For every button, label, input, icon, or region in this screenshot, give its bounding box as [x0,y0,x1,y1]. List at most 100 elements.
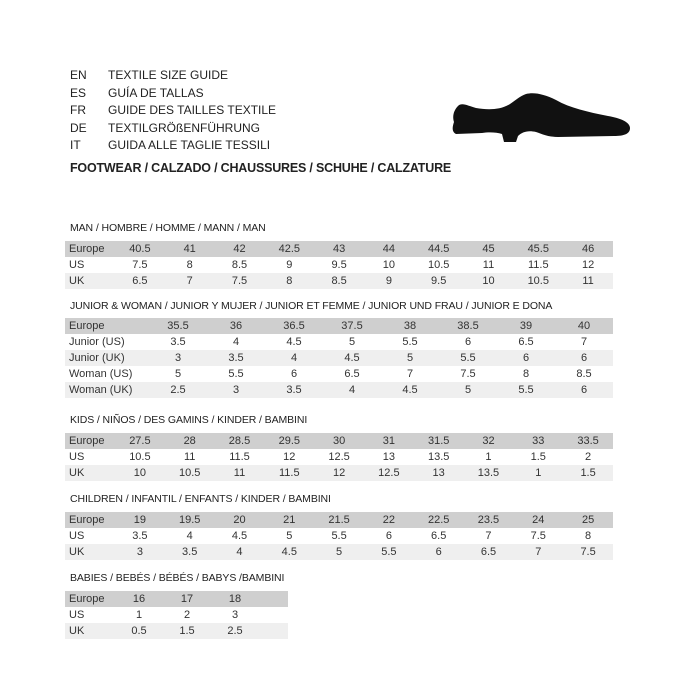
size-cell: 27.5 [115,433,165,449]
lang-code: IT [70,138,81,152]
size-cell: 1.5 [530,451,546,463]
row-label: Europe [65,241,115,257]
size-cell: 5 [314,544,364,560]
size-cell: 32 [463,433,514,449]
size-cell: 21.5 [314,512,364,528]
size-cell: 41 [164,241,215,257]
row-label: Europe [65,512,115,528]
size-cell: 4.5 [231,530,248,542]
table-row: UK 0.5 1.5 2.5 [65,623,288,639]
size-cell: 40.5 [115,241,165,257]
size-cell: 1 [135,609,143,621]
row-label: Woman (UK) [65,382,149,398]
title-row-it: IT GUIDA ALLE TAGLIE TESSILI [70,137,276,155]
size-cell: 5.5 [363,544,414,560]
size-cell: 5 [286,530,293,542]
table-row: Woman (UK) 2.5 3 3.5 4 4.5 5 5.5 6 [65,382,613,398]
size-cell: 1.5 [163,623,211,639]
table-row: Woman (US) 5 5.5 6 6.5 7 7.5 8 8.5 [65,366,613,382]
row-label: US [69,259,85,271]
size-cell: 23.5 [463,512,514,528]
size-cell: 8 [264,273,315,289]
lang-code: FR [70,103,86,117]
size-cell: 10.5 [427,259,450,271]
size-cell: 12 [314,465,364,481]
size-cell: 44.5 [413,241,464,257]
size-cell: 10 [382,259,395,271]
size-cell: 13 [413,465,464,481]
size-cell: 3.5 [132,530,148,542]
row-label: Junior (UK) [65,350,149,366]
size-cell: 4.5 [381,382,439,398]
size-cell: 9 [286,259,293,271]
size-cell: 7 [164,273,215,289]
size-cell: 11.5 [229,451,250,463]
size-cell: 37.5 [323,318,381,334]
lang-code: ES [70,85,87,100]
table-row: US 10.5 11 11.5 12 12.5 13 13.5 1 1.5 2 [65,449,613,465]
row-label: US [69,451,85,463]
size-cell: 45 [463,241,514,257]
size-cell: 11 [183,451,196,463]
size-cell: 3 [207,382,265,398]
row-label: UK [65,273,115,289]
size-cell: 6.5 [518,336,534,348]
table-row: US 7.5 8 8.5 9 9.5 10 10.5 11 11.5 12 [65,257,613,273]
size-cell: 7 [406,368,414,380]
size-cell: 3.5 [265,382,323,398]
row-label: UK [65,465,115,481]
size-table: Europe 16 17 18 US 1 2 3 UK 0.5 1.5 2.5 [65,591,288,639]
size-cell: 5.5 [439,350,497,366]
size-table: Europe 27.5 28 28.5 29.5 30 31 31.5 32 33 33.5 US 10… [65,433,613,481]
size-cell: 19.5 [164,512,215,528]
row-label: Europe [65,433,115,449]
size-cell: 38.5 [439,318,497,334]
size-cell: 4.5 [323,350,381,366]
empty-cell [259,623,288,639]
size-cell: 4 [265,350,323,366]
size-cell: 11.5 [264,465,315,481]
row-label: US [69,609,85,621]
size-cell: 2.5 [149,382,207,398]
size-cell: 31 [363,433,414,449]
size-table: Europe 40.5 41 42 42.5 43 44 44.5 45 45.5 46 US 7.5 8… [65,241,613,289]
size-cell: 38 [381,318,439,334]
size-cell: 8 [186,259,193,271]
size-cell: 10.5 [164,465,215,481]
size-cell: 5.5 [497,382,555,398]
size-cell: 13.5 [463,465,514,481]
footwear-heading: FOOTWEAR / CALZADO / CHAUSSURES / SCHUHE… [70,161,452,175]
section-title: KIDS / NIÑOS / DES GAMINS / KINDER / BAM… [70,414,308,426]
size-cell: 1 [485,451,492,463]
size-cell: 5.5 [402,336,418,348]
size-cell: 7.5 [460,368,476,380]
title-row-es: ES GUÍA DE TALLAS [70,85,276,103]
size-cell: 4.5 [264,544,315,560]
size-cell: 9.5 [413,273,464,289]
size-cell: 7 [485,530,492,542]
size-cell: 8.5 [314,273,364,289]
size-cell: 9.5 [331,259,347,271]
size-table: Europe 35.5 36 36.5 37.5 38 38.5 39 40 Junior (US… [65,318,613,398]
size-cell: 1.5 [563,465,613,481]
size-cell: 3.5 [170,336,186,348]
size-cell: 6 [555,350,613,366]
lang-code: DE [70,120,87,135]
size-cell: 11 [563,273,613,289]
size-cell: 2 [585,451,592,463]
title-row-fr: FR GUIDE DES TAILLES TEXTILE [70,102,276,120]
size-cell: 45.5 [513,241,564,257]
size-cell: 22.5 [413,512,464,528]
size-cell: 6 [290,368,298,380]
size-cell: 20 [214,512,265,528]
section-title: CHILDREN / INFANTIL / ENFANTS / KINDER /… [70,493,331,505]
size-cell: 2.5 [211,623,259,639]
size-cell: 40 [555,318,613,334]
size-cell: 5 [348,336,356,348]
table-row: Europe 19 19.5 20 21 21.5 22 22.5 23.5 24 25 [65,512,613,528]
size-cell: 29.5 [264,433,315,449]
size-cell: 22 [363,512,414,528]
title-row-en: EN TEXTILE SIZE GUIDE [70,67,276,85]
title-text: GUIDE DES TAILLES TEXTILE [108,103,277,117]
size-cell: 4 [232,336,240,348]
